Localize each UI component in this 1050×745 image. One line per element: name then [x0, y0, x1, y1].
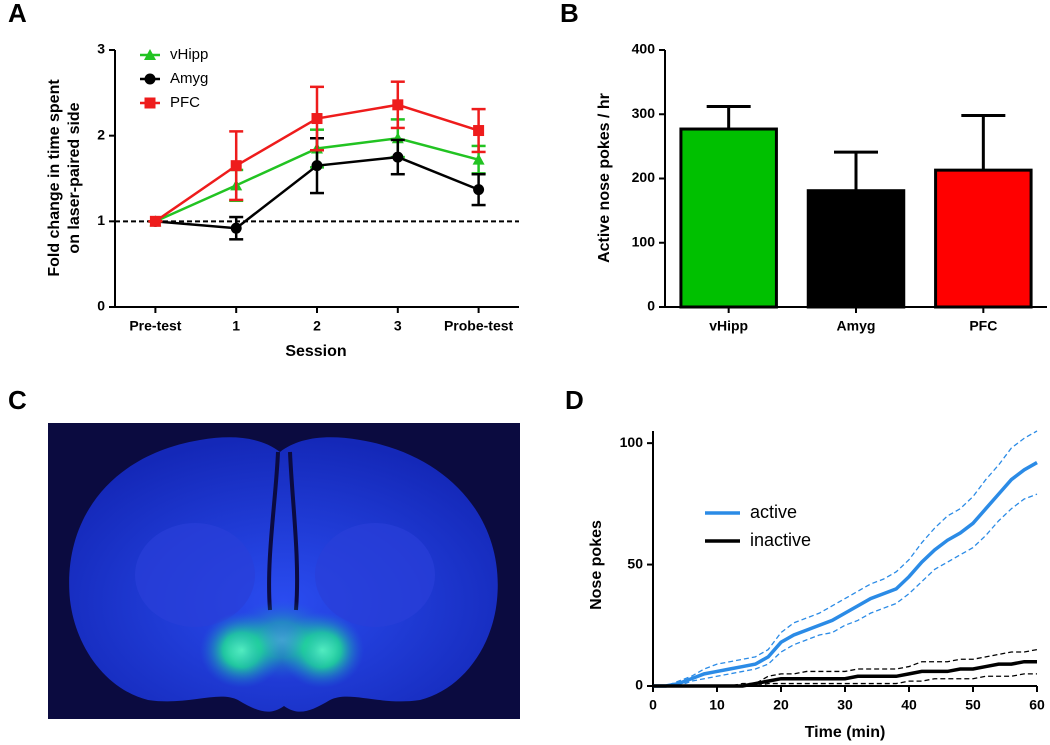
x-axis-title: Time (min) — [805, 724, 886, 741]
marker — [230, 160, 242, 172]
y-tick-label: 0 — [647, 298, 655, 314]
marker — [473, 184, 485, 196]
legend-label: active — [750, 502, 797, 522]
legend-label: vHipp — [170, 46, 208, 63]
y-tick-label: 0 — [635, 677, 643, 693]
x-tick-label: 40 — [901, 697, 917, 713]
error-band — [653, 493, 1038, 687]
y-tick-label: 100 — [632, 233, 656, 249]
x-tick-label: Probe-test — [444, 318, 514, 334]
marker — [149, 215, 161, 227]
x-tick-label: PFC — [969, 318, 997, 334]
x-tick-label: vHipp — [709, 318, 748, 334]
x-tick-label: 2 — [313, 318, 321, 334]
x-tick-label: 20 — [773, 697, 789, 713]
marker — [473, 125, 485, 137]
x-tick-label: 10 — [709, 697, 725, 713]
x-tick-label: Pre-test — [129, 318, 181, 334]
legend-label: Amyg — [170, 70, 208, 87]
y-axis-title: Fold change in time spent — [46, 79, 63, 277]
panel-label: C — [8, 385, 27, 415]
x-tick-label: Amyg — [837, 318, 876, 334]
series-line — [653, 659, 1037, 688]
marker — [311, 160, 323, 172]
marker — [144, 97, 156, 109]
x-tick-label: 50 — [965, 697, 981, 713]
panel-label: A — [8, 0, 27, 28]
y-tick-label: 3 — [97, 41, 105, 57]
marker — [392, 151, 404, 163]
x-axis-title: Session — [285, 343, 346, 360]
x-tick-label: 0 — [649, 697, 657, 713]
bar — [679, 127, 778, 309]
y-tick-label: 400 — [632, 41, 656, 57]
x-tick-label: 3 — [394, 318, 402, 334]
legend-label: inactive — [750, 530, 811, 550]
marker — [144, 49, 156, 60]
marker — [230, 222, 242, 234]
y-axis-title: Nose pokes — [588, 520, 605, 610]
marker — [311, 113, 323, 125]
panel-label: B — [560, 0, 579, 28]
y-tick-label: 1 — [97, 212, 105, 228]
y-tick-label: 2 — [97, 126, 105, 142]
series-line — [653, 461, 1038, 688]
panel-label: D — [565, 385, 584, 415]
marker — [472, 153, 485, 165]
brain-image — [48, 423, 520, 719]
bar — [934, 168, 1033, 309]
y-tick-label: 300 — [632, 105, 656, 121]
error-band — [653, 430, 1038, 687]
marker — [392, 99, 404, 111]
bar — [806, 189, 906, 309]
legend-label: PFC — [170, 94, 200, 111]
x-tick-label: 30 — [837, 697, 853, 713]
x-tick-label: 1 — [232, 318, 240, 334]
y-tick-label: 200 — [632, 169, 656, 185]
marker — [144, 73, 156, 85]
y-axis-title: on laser-paired side — [66, 102, 83, 253]
y-axis-title: Active nose pokes / hr — [596, 93, 613, 263]
y-tick-label: 100 — [620, 434, 644, 450]
y-tick-label: 0 — [97, 298, 105, 314]
y-tick-label: 50 — [627, 555, 643, 571]
x-tick-label: 60 — [1029, 697, 1045, 713]
